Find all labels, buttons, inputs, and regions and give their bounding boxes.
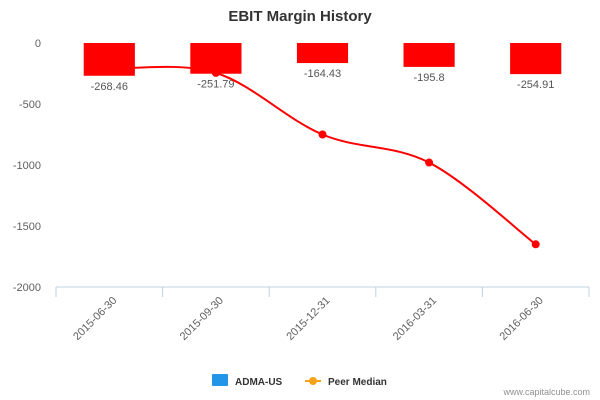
peer-median-point[interactable] [531,240,540,249]
x-tick-label: 2016-03-31 [391,295,439,343]
bar-data-label: -268.46 [91,81,128,93]
legend-item-adma[interactable]: ADMA-US [212,374,283,388]
legend-swatch-square [212,374,228,386]
peer-median-series [87,64,540,249]
legend-item-peer-median[interactable]: Peer Median [305,377,387,388]
y-axis-ticks: 0 -500 -1000 -1500 -2000 [13,38,41,294]
x-tick-label: 2015-09-30 [178,295,226,343]
legend-marker-icon [309,377,317,385]
legend[interactable]: ADMA-US Peer Median [212,374,387,388]
peer-median-line [87,65,537,246]
bar[interactable] [510,43,562,75]
bar-data-label: -254.91 [517,79,554,91]
legend-label-peer-median: Peer Median [328,377,387,388]
y-tick-label: -2000 [13,282,41,294]
x-tick-label: 2016-06-30 [498,295,546,343]
legend-label-adma: ADMA-US [235,377,283,388]
y-tick-label: -1500 [13,221,41,233]
peer-median-point[interactable] [425,158,434,167]
y-tick-label: 0 [35,38,41,50]
x-tick-label: 2015-12-31 [284,295,332,343]
x-axis-tick-marks [55,287,590,297]
peer-median-point[interactable] [105,64,114,73]
bar-data-label: -251.79 [197,79,234,91]
bar-series [83,43,562,76]
peer-median-point[interactable] [318,130,327,139]
bar-data-labels: -268.46 -251.79 -164.43 -195.8 -254.91 [91,68,555,93]
peer-median-point[interactable] [211,68,220,77]
y-tick-label: -500 [19,99,41,111]
credit-link[interactable]: www.capitalcube.com [502,387,590,397]
bar[interactable] [403,43,455,67]
bar-data-label: -195.8 [413,72,444,84]
x-tick-label: 2015-06-30 [71,295,119,343]
y-tick-label: -1000 [13,160,41,172]
x-axis-labels: 2015-06-30 2015-09-30 2015-12-31 2016-03-31… [71,295,546,343]
chart-title: EBIT Margin History [228,8,372,25]
bar-data-label: -164.43 [304,68,341,80]
bar[interactable] [296,43,349,64]
